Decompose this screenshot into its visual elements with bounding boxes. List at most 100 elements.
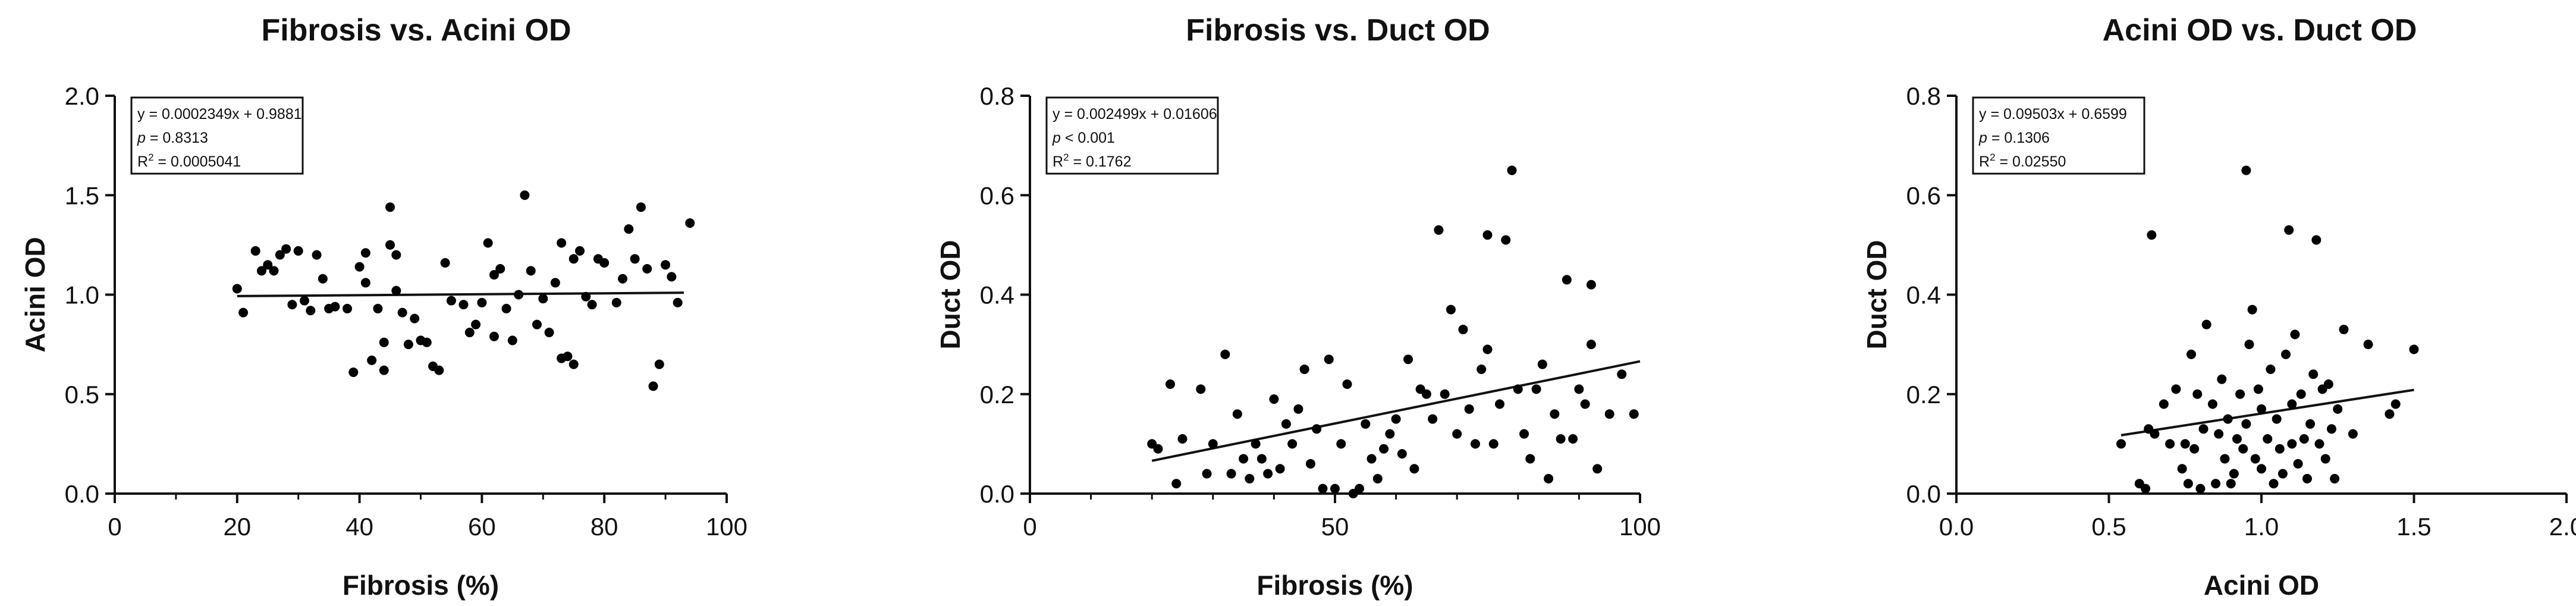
data-point bbox=[2409, 344, 2419, 354]
stats-value: = 0.1762 bbox=[1069, 153, 1132, 170]
data-point bbox=[2281, 349, 2291, 359]
data-point bbox=[2116, 439, 2126, 449]
data-point bbox=[2266, 364, 2276, 374]
data-point bbox=[1263, 469, 1273, 479]
data-point bbox=[2257, 404, 2266, 414]
data-point bbox=[2287, 439, 2297, 449]
data-point bbox=[343, 303, 353, 313]
data-point bbox=[2290, 329, 2300, 340]
data-point bbox=[1366, 454, 1377, 464]
data-point bbox=[1391, 414, 1401, 424]
data-point bbox=[1568, 434, 1578, 444]
data-point bbox=[299, 296, 309, 306]
stats-box bbox=[1972, 96, 2145, 175]
data-point bbox=[2183, 479, 2193, 489]
data-point bbox=[2326, 424, 2336, 434]
data-point bbox=[1355, 483, 1365, 494]
data-point bbox=[1385, 429, 1395, 439]
data-point bbox=[489, 270, 499, 280]
data-point bbox=[422, 337, 432, 347]
stats-term: p bbox=[1052, 130, 1061, 146]
stats-line: R2 = 0.02550 bbox=[1979, 152, 2066, 170]
data-point bbox=[269, 266, 279, 276]
data-point bbox=[2305, 419, 2316, 429]
data-point bbox=[263, 260, 273, 270]
data-point bbox=[2141, 483, 2151, 494]
x-tick-label: 1.5 bbox=[2396, 513, 2431, 541]
data-point bbox=[2232, 434, 2242, 444]
stats-line: R2 = 0.0005041 bbox=[137, 152, 241, 170]
data-point bbox=[630, 254, 640, 264]
regression-line bbox=[2121, 388, 2414, 437]
x-tick-label: 20 bbox=[223, 513, 251, 541]
data-point bbox=[1604, 409, 1614, 419]
stats-value: = 0.02550 bbox=[1996, 153, 2066, 170]
y-tick-label: 0.6 bbox=[980, 181, 1014, 209]
data-point bbox=[2187, 349, 2197, 359]
data-point bbox=[1586, 280, 1596, 290]
data-point bbox=[2293, 459, 2303, 469]
x-tick-label: 80 bbox=[590, 513, 618, 541]
data-point bbox=[1165, 379, 1175, 390]
data-point bbox=[1239, 454, 1249, 464]
data-point bbox=[1196, 384, 1206, 394]
data-point bbox=[557, 238, 567, 248]
data-point bbox=[520, 190, 530, 200]
stats-term: p bbox=[1978, 130, 1987, 146]
y-tick-label: 0.0 bbox=[1906, 480, 1941, 508]
data-point bbox=[2269, 479, 2279, 489]
x-axis-label: Fibrosis (%) bbox=[343, 570, 499, 601]
data-point bbox=[1275, 464, 1285, 474]
x-axis-label: Fibrosis (%) bbox=[1256, 570, 1413, 601]
data-point bbox=[1232, 409, 1242, 419]
data-point bbox=[1409, 464, 1419, 474]
data-point bbox=[1550, 409, 1560, 419]
y-axis-label: Duct OD bbox=[1861, 240, 1892, 350]
stats-line: y = 0.0002349x + 0.9881 bbox=[137, 106, 302, 123]
y-tick-label: 0.4 bbox=[980, 281, 1014, 309]
data-point bbox=[1324, 354, 1334, 365]
data-point bbox=[2363, 340, 2373, 350]
data-point bbox=[2339, 325, 2349, 335]
x-tick-label: 0 bbox=[108, 513, 121, 541]
data-point bbox=[1305, 459, 1315, 469]
x-tick-label: 40 bbox=[345, 513, 373, 541]
data-point bbox=[581, 291, 591, 302]
data-point bbox=[1336, 439, 1346, 449]
y-tick-label: 0.2 bbox=[980, 381, 1014, 409]
data-point bbox=[2244, 340, 2254, 350]
data-point bbox=[2195, 483, 2206, 494]
data-point bbox=[1574, 384, 1584, 394]
data-point bbox=[373, 303, 383, 313]
data-point bbox=[2390, 399, 2401, 409]
data-point bbox=[532, 319, 542, 329]
data-point bbox=[2348, 429, 2358, 439]
data-point bbox=[2253, 384, 2263, 394]
data-point bbox=[1287, 439, 1298, 449]
x-tick-label: 100 bbox=[1619, 513, 1661, 541]
data-point bbox=[599, 258, 610, 268]
data-point bbox=[1482, 344, 1493, 354]
data-point bbox=[2302, 473, 2312, 483]
data-point bbox=[1562, 275, 1572, 285]
data-point bbox=[2177, 464, 2187, 474]
data-point bbox=[1220, 349, 1230, 359]
stats-line: y = 0.002499x + 0.01606 bbox=[1053, 106, 1217, 123]
data-point bbox=[2201, 319, 2211, 329]
data-point bbox=[654, 359, 664, 369]
data-point bbox=[238, 307, 249, 318]
y-tick-label: 0.5 bbox=[65, 381, 99, 409]
chart-panel-2: Fibrosis vs. Duct OD 0.0 0.2 0.4 0.6 0.8 0 50 10… bbox=[935, 13, 1661, 601]
data-point bbox=[1519, 429, 1529, 439]
data-point bbox=[2192, 389, 2203, 399]
data-point bbox=[1525, 454, 1535, 464]
data-point bbox=[330, 302, 340, 312]
data-point bbox=[2272, 414, 2282, 424]
data-point bbox=[232, 284, 242, 294]
data-point bbox=[2171, 384, 2181, 394]
stats-term: R bbox=[137, 153, 148, 170]
data-point bbox=[2277, 469, 2288, 479]
stats-superscript: 2 bbox=[1990, 152, 1995, 163]
y-tick-label: 0.0 bbox=[65, 480, 99, 508]
